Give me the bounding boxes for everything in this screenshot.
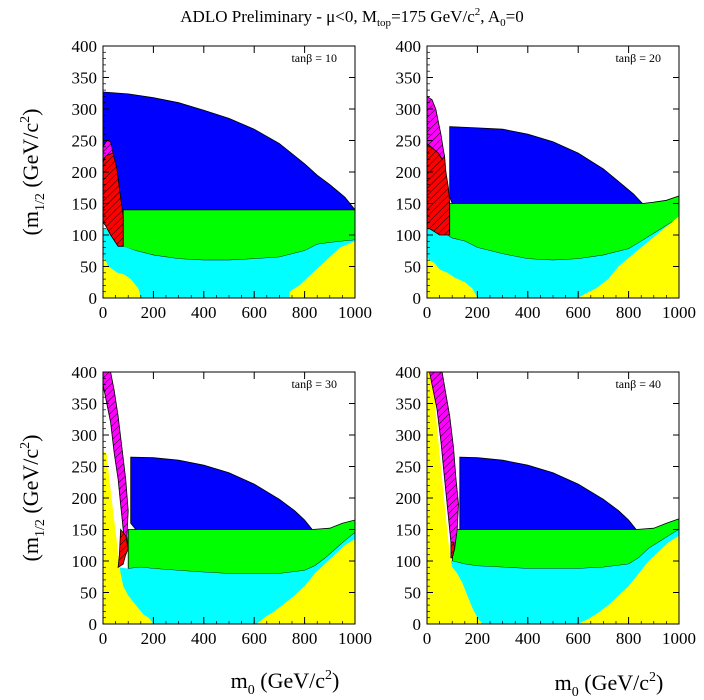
region-yellow (256, 539, 355, 624)
y-tick-label: 100 (396, 552, 422, 571)
x-tick-label: 1000 (662, 629, 696, 648)
y-tick-label: 100 (72, 226, 98, 245)
region-yellow (103, 450, 154, 624)
y-axis-label-top: (m1/2 (GeV/c2) (18, 109, 48, 236)
x-tick-label: 1000 (338, 629, 372, 648)
panel-label: tanβ = 20 (615, 51, 661, 65)
y-tick-label: 300 (72, 426, 98, 445)
x-tick-label: 600 (565, 303, 591, 322)
title-main: ADLO Preliminary - μ<0, M (180, 7, 377, 26)
y-tick-label: 400 (396, 363, 422, 382)
y-tick-label: 200 (72, 163, 98, 182)
y-tick-label: 300 (396, 426, 422, 445)
region-yellow (578, 216, 679, 298)
y-tick-label: 250 (72, 132, 98, 151)
y-tick-label: 400 (396, 37, 422, 56)
x-tick-label: 0 (423, 629, 432, 648)
panel-label: tanβ = 30 (291, 377, 337, 391)
x-tick-label: 200 (465, 629, 491, 648)
panel-3: 0 50 100 150 200 250 300 350 400 0 200 400 600 800 100… (72, 363, 373, 648)
region-yellow (427, 372, 483, 624)
y-tick-label: 100 (72, 552, 98, 571)
x-tick-label: 400 (191, 303, 217, 322)
y-tick-label: 0 (413, 289, 422, 308)
x-tick-label: 200 (141, 629, 167, 648)
x-tick-label: 200 (465, 303, 491, 322)
x-tick-label: 0 (99, 629, 108, 648)
y-tick-label: 300 (72, 100, 98, 119)
region-cyan (118, 532, 355, 624)
x-tick-label: 400 (515, 629, 541, 648)
x-axis-label-right: m0 (GeV/c2) (555, 670, 664, 700)
region-red-hatched (117, 528, 129, 569)
panel-4: 0 50 100 150 200 250 300 350 400 0 200 400 600 800 100… (396, 363, 697, 648)
x-tick-label: 0 (99, 303, 108, 322)
y-tick-label: 0 (413, 615, 422, 634)
region-red-hatched (103, 152, 124, 247)
panel-1: 0 50 100 150 200 250 300 350 400 0 200 400 600 800 100… (72, 37, 373, 322)
region-yellow (289, 241, 355, 298)
title-a0-sub: 0 (500, 17, 506, 29)
x-tick-label: 600 (241, 629, 267, 648)
y-tick-label: 50 (80, 258, 97, 277)
region-blue (103, 91, 355, 211)
x-tick-label: 200 (141, 303, 167, 322)
y-tick-label: 400 (72, 37, 98, 56)
panel-2: 0 50 100 150 200 250 300 350 400 0 200 400 600 800 100… (396, 37, 697, 322)
y-tick-label: 200 (396, 163, 422, 182)
title-eq: =175 GeV/c (391, 7, 475, 26)
panel-label: tanβ = 10 (291, 51, 337, 65)
title-top-sub: top (377, 17, 392, 29)
region-red-hatched (427, 143, 451, 236)
x-tick-label: 0 (423, 303, 432, 322)
y-tick-label: 350 (72, 69, 98, 88)
y-tick-label: 400 (72, 363, 98, 382)
region-cyan (427, 216, 679, 298)
title-sup: 2 (475, 6, 481, 18)
y-tick-label: 50 (404, 258, 421, 277)
y-tick-label: 200 (396, 489, 422, 508)
x-tick-label: 800 (616, 303, 642, 322)
y-tick-label: 350 (72, 395, 98, 414)
y-tick-label: 350 (396, 395, 422, 414)
y-axis-label-bottom: (m1/2 (GeV/c2) (18, 435, 48, 562)
x-tick-label: 600 (241, 303, 267, 322)
y-tick-label: 150 (396, 195, 422, 214)
panel-label: tanβ = 40 (615, 377, 661, 391)
y-tick-label: 100 (396, 226, 422, 245)
title-tail: =0 (506, 7, 524, 26)
y-tick-label: 0 (89, 615, 98, 634)
x-tick-label: 600 (565, 629, 591, 648)
region-yellow (427, 257, 478, 298)
region-cyan (449, 529, 679, 624)
y-tick-label: 150 (72, 195, 98, 214)
x-tick-label: 1000 (662, 303, 696, 322)
x-tick-label: 400 (515, 303, 541, 322)
y-tick-label: 350 (396, 69, 422, 88)
y-tick-label: 250 (396, 458, 422, 477)
region-cyan (103, 228, 355, 298)
figure-title: ADLO Preliminary - μ<0, Mtop=175 GeV/c2,… (180, 6, 523, 29)
y-tick-label: 50 (404, 584, 421, 603)
y-tick-label: 250 (72, 458, 98, 477)
x-tick-label: 1000 (338, 303, 372, 322)
y-tick-label: 250 (396, 132, 422, 151)
region-yellow (578, 535, 679, 624)
title-sep: , A (480, 7, 501, 26)
region-yellow (103, 257, 141, 298)
x-axis-label-left: m0 (GeV/c2) (231, 668, 340, 698)
y-tick-label: 0 (89, 289, 98, 308)
x-tick-label: 800 (292, 629, 318, 648)
y-tick-label: 150 (396, 521, 422, 540)
x-tick-label: 800 (292, 303, 318, 322)
y-tick-label: 150 (72, 521, 98, 540)
y-tick-label: 200 (72, 489, 98, 508)
x-tick-label: 400 (191, 629, 217, 648)
y-tick-label: 300 (396, 100, 422, 119)
x-tick-label: 800 (616, 629, 642, 648)
y-tick-label: 50 (80, 584, 97, 603)
region-red-hatched (450, 541, 456, 559)
